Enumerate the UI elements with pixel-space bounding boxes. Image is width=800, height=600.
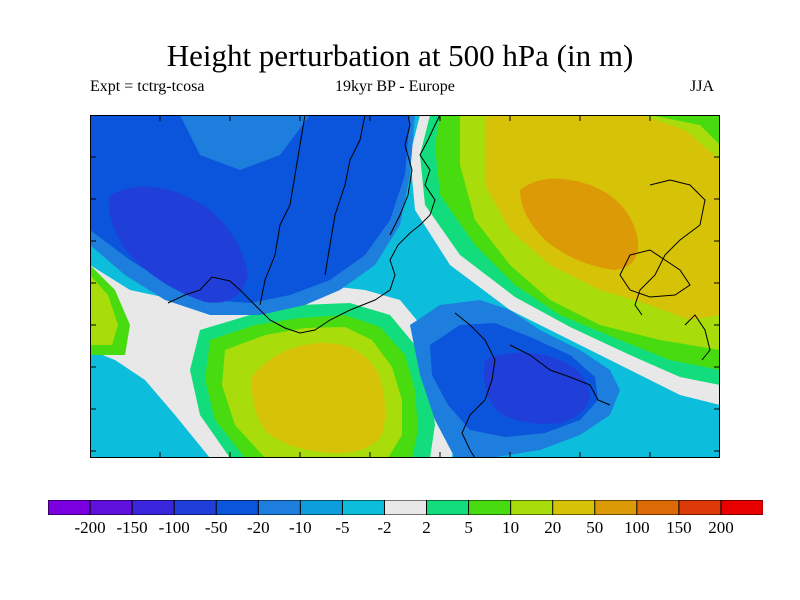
colorbar-tick-label: 5	[464, 518, 473, 537]
colorbar-swatch	[720, 500, 763, 515]
colorbar-swatch	[48, 500, 91, 515]
colorbar-swatch	[173, 500, 218, 515]
coastline-caspian	[634, 179, 706, 316]
colorbar-tick-label: 2	[422, 518, 431, 537]
colorbar-tick-label: 50	[586, 518, 604, 537]
colorbar-tick-label: 10	[502, 518, 520, 537]
colorbar-swatch	[678, 500, 722, 515]
contour-map	[90, 115, 720, 458]
colorbar-tick-label: -200	[74, 518, 106, 537]
colorbar-tick-label: -2	[377, 518, 392, 537]
colorbar-swatch	[89, 500, 133, 515]
anomaly-region-se-neg50	[484, 352, 590, 424]
map-panel	[90, 115, 720, 458]
anomaly-max-sw	[251, 342, 386, 454]
coastline-balkans	[509, 344, 611, 406]
colorbar-tick-label: 100	[624, 518, 650, 537]
colorbar-swatch	[426, 500, 470, 515]
colorbar-swatch	[215, 500, 260, 515]
experiment-label: Expt = tctrg-tcosa	[90, 78, 205, 95]
colorbar-swatch	[552, 500, 596, 515]
colorbar-swatch	[636, 500, 680, 515]
colorbar-labels: -200 -150 -100 -50 -20 -10 -5 -2 2 5 10 20 50 100 150 2…	[0, 518, 800, 538]
coastline-outline	[167, 115, 711, 458]
coastline-baltic	[389, 115, 413, 236]
colorbar-tick-label: -5	[335, 518, 350, 537]
colorbar-swatch	[510, 500, 554, 515]
colorbar-swatch	[341, 500, 386, 515]
map-title: Height perturbation at 500 hPa (in m)	[166, 38, 634, 73]
colorbar-tick-label: 150	[666, 518, 692, 537]
coastline-scandinavia	[259, 115, 366, 306]
coastline-east	[684, 314, 711, 361]
colorbar-tick-label: -150	[116, 518, 148, 537]
season-label: JJA	[690, 78, 715, 95]
coastline-west	[167, 115, 441, 334]
colorbar-swatch	[257, 500, 302, 515]
colorbar	[48, 500, 763, 515]
colorbar-tick-label: -100	[158, 518, 190, 537]
map-frame	[90, 115, 720, 458]
colorbar-swatch	[468, 500, 512, 515]
colorbar-swatch	[594, 500, 638, 515]
colorbar-swatch	[383, 500, 428, 515]
colorbar-tick-label: -20	[246, 518, 270, 537]
colorbar-swatch	[131, 500, 175, 515]
coastline-black-sea	[619, 249, 691, 298]
anomaly-region-west-pos20	[90, 275, 118, 345]
colorbar-tick-label: 20	[544, 518, 562, 537]
coastline-iberia-italy	[454, 312, 496, 458]
anomaly-max-ne	[520, 178, 639, 270]
colorbar-tick-label: -50	[204, 518, 228, 537]
anomaly-region-nw-neg50	[109, 186, 248, 303]
colorbar-swatch	[299, 500, 344, 515]
colorbar-tick-label: -10	[289, 518, 312, 537]
colorbar-tick-label: 200	[708, 518, 734, 537]
colorbar-swatches	[48, 500, 763, 515]
anomaly-hole-nw-neg10	[190, 115, 280, 160]
period-region-label: 19kyr BP - Europe	[335, 78, 455, 95]
